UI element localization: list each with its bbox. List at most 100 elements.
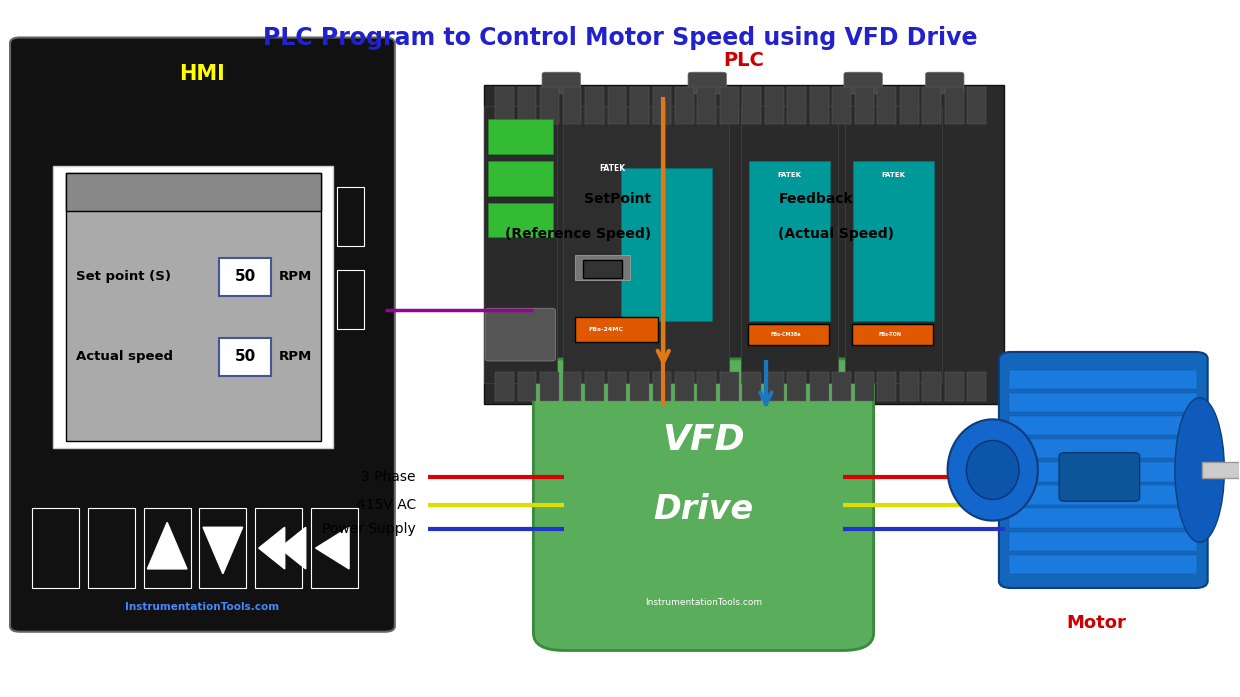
FancyBboxPatch shape: [484, 85, 1003, 404]
Text: VFD: VFD: [662, 424, 745, 457]
FancyBboxPatch shape: [878, 87, 897, 123]
FancyBboxPatch shape: [945, 372, 963, 401]
FancyBboxPatch shape: [675, 87, 693, 123]
FancyBboxPatch shape: [787, 87, 806, 123]
FancyBboxPatch shape: [541, 372, 559, 401]
Text: Motor: Motor: [1066, 614, 1126, 631]
FancyBboxPatch shape: [720, 372, 739, 401]
FancyBboxPatch shape: [675, 372, 693, 401]
Text: FBs-CM38e: FBs-CM38e: [770, 332, 801, 337]
Text: 50: 50: [234, 349, 255, 365]
FancyBboxPatch shape: [575, 256, 630, 280]
FancyBboxPatch shape: [925, 72, 963, 93]
Polygon shape: [203, 527, 243, 574]
FancyBboxPatch shape: [585, 87, 604, 123]
Text: FBs-TON: FBs-TON: [878, 332, 901, 337]
FancyBboxPatch shape: [1009, 416, 1197, 436]
FancyBboxPatch shape: [749, 161, 831, 321]
Text: Power Supply: Power Supply: [322, 522, 415, 536]
Text: InstrumentationTools.com: InstrumentationTools.com: [125, 602, 279, 612]
FancyBboxPatch shape: [585, 372, 604, 401]
FancyBboxPatch shape: [485, 308, 556, 361]
FancyBboxPatch shape: [487, 161, 553, 196]
FancyBboxPatch shape: [765, 372, 784, 401]
FancyBboxPatch shape: [688, 72, 727, 93]
Ellipse shape: [947, 420, 1038, 521]
FancyBboxPatch shape: [854, 372, 874, 401]
Text: Actual speed: Actual speed: [76, 351, 172, 363]
FancyBboxPatch shape: [810, 87, 828, 123]
Text: FBs-24MC: FBs-24MC: [589, 328, 624, 332]
FancyBboxPatch shape: [337, 187, 363, 246]
FancyBboxPatch shape: [630, 372, 649, 401]
FancyBboxPatch shape: [484, 105, 557, 383]
Text: (Reference Speed): (Reference Speed): [505, 227, 651, 241]
FancyBboxPatch shape: [900, 372, 919, 401]
FancyBboxPatch shape: [1009, 392, 1197, 412]
FancyBboxPatch shape: [487, 119, 553, 154]
FancyBboxPatch shape: [66, 173, 321, 211]
FancyBboxPatch shape: [765, 87, 784, 123]
FancyBboxPatch shape: [720, 87, 739, 123]
FancyBboxPatch shape: [608, 87, 626, 123]
FancyBboxPatch shape: [1009, 555, 1197, 574]
FancyBboxPatch shape: [630, 87, 649, 123]
Ellipse shape: [966, 441, 1019, 500]
Text: FATEK: FATEK: [600, 164, 626, 172]
Polygon shape: [280, 527, 306, 569]
FancyBboxPatch shape: [878, 372, 897, 401]
FancyBboxPatch shape: [1009, 532, 1197, 551]
Text: PLC: PLC: [723, 51, 764, 70]
FancyBboxPatch shape: [563, 87, 582, 123]
Polygon shape: [148, 523, 187, 569]
FancyBboxPatch shape: [967, 87, 986, 123]
Text: 415V AC: 415V AC: [357, 498, 415, 512]
FancyBboxPatch shape: [66, 173, 321, 441]
FancyBboxPatch shape: [832, 372, 851, 401]
Text: PLC Program to Control Motor Speed using VFD Drive: PLC Program to Control Motor Speed using…: [263, 26, 977, 49]
Text: RPM: RPM: [279, 270, 311, 284]
FancyBboxPatch shape: [495, 87, 513, 123]
FancyBboxPatch shape: [1202, 461, 1240, 478]
FancyBboxPatch shape: [533, 359, 874, 650]
Polygon shape: [259, 527, 285, 569]
FancyBboxPatch shape: [1009, 485, 1197, 505]
FancyBboxPatch shape: [854, 87, 874, 123]
Text: Drive: Drive: [653, 493, 754, 526]
FancyBboxPatch shape: [652, 87, 671, 123]
FancyBboxPatch shape: [144, 508, 191, 588]
FancyBboxPatch shape: [563, 372, 582, 401]
FancyBboxPatch shape: [88, 508, 135, 588]
FancyBboxPatch shape: [53, 166, 334, 447]
FancyBboxPatch shape: [900, 87, 919, 123]
FancyBboxPatch shape: [697, 87, 717, 123]
Text: RPM: RPM: [279, 351, 311, 363]
FancyBboxPatch shape: [923, 87, 941, 123]
FancyBboxPatch shape: [219, 338, 272, 376]
Text: FATEK: FATEK: [777, 172, 801, 178]
FancyBboxPatch shape: [1009, 508, 1197, 528]
FancyBboxPatch shape: [517, 372, 536, 401]
FancyBboxPatch shape: [652, 372, 671, 401]
FancyBboxPatch shape: [583, 260, 622, 277]
Ellipse shape: [1174, 398, 1224, 542]
FancyBboxPatch shape: [945, 87, 963, 123]
FancyBboxPatch shape: [563, 105, 729, 383]
FancyBboxPatch shape: [621, 168, 713, 321]
FancyBboxPatch shape: [1009, 369, 1197, 389]
FancyBboxPatch shape: [999, 352, 1208, 588]
FancyBboxPatch shape: [748, 324, 830, 345]
FancyBboxPatch shape: [495, 372, 513, 401]
FancyBboxPatch shape: [1009, 439, 1197, 459]
Text: 50: 50: [234, 270, 255, 284]
FancyBboxPatch shape: [923, 372, 941, 401]
FancyBboxPatch shape: [255, 508, 303, 588]
FancyBboxPatch shape: [487, 203, 553, 238]
FancyBboxPatch shape: [200, 508, 247, 588]
FancyBboxPatch shape: [743, 372, 761, 401]
FancyBboxPatch shape: [608, 372, 626, 401]
FancyBboxPatch shape: [967, 372, 986, 401]
Text: HMI: HMI: [180, 64, 226, 84]
Text: (Actual Speed): (Actual Speed): [779, 227, 894, 241]
FancyBboxPatch shape: [575, 317, 658, 342]
